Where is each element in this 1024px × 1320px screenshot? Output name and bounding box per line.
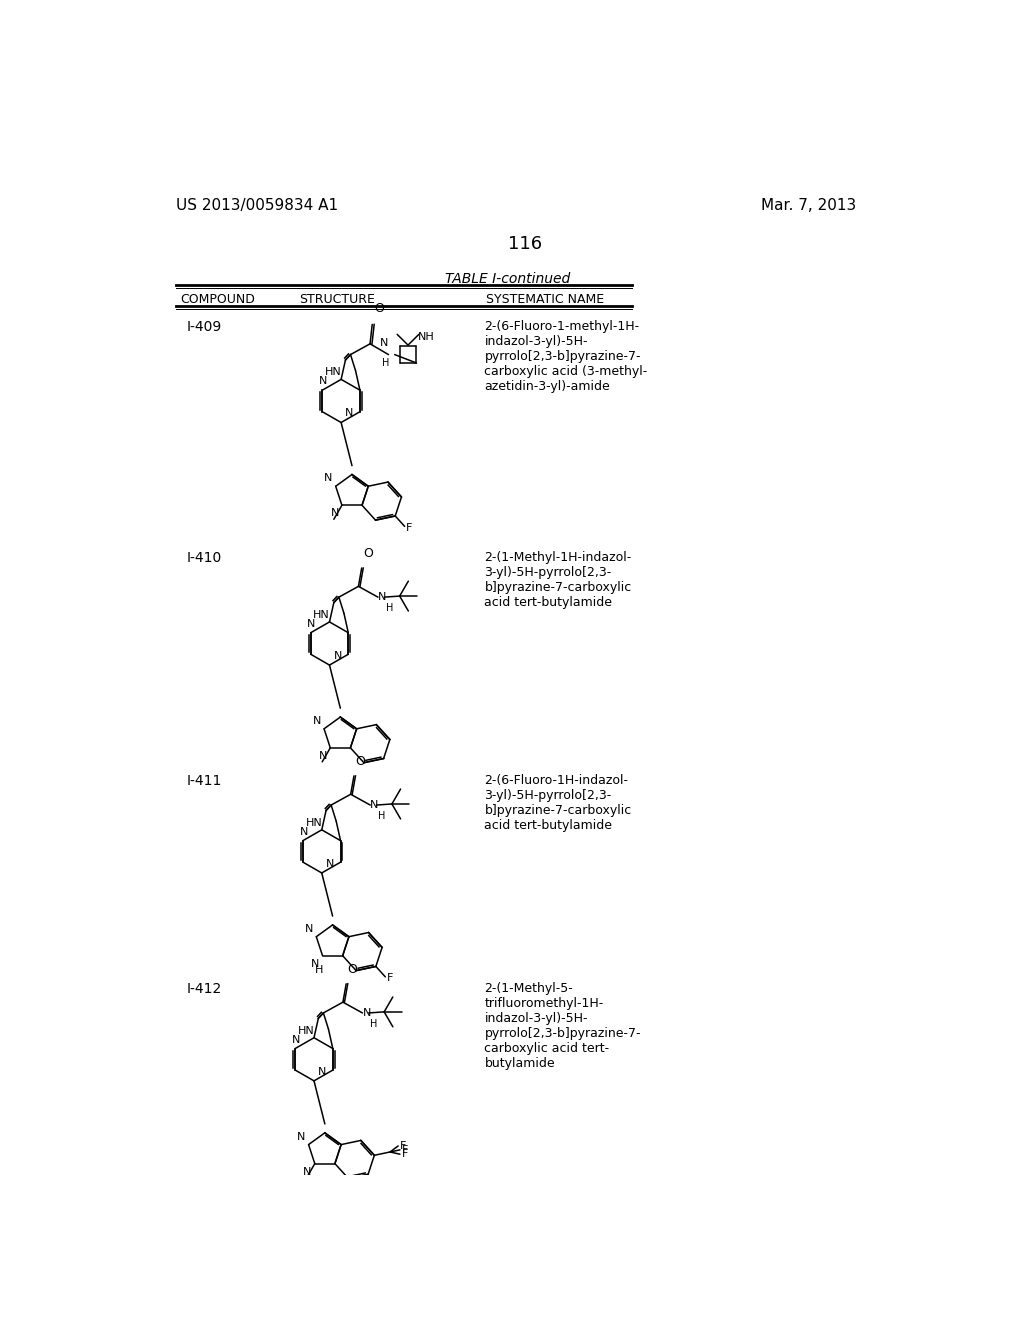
Text: HN: HN: [305, 818, 323, 828]
Text: 2-(1-Methyl-1H-indazol-
3-yl)-5H-pyrrolo[2,3-
b]pyrazine-7-carboxylic
acid tert-: 2-(1-Methyl-1H-indazol- 3-yl)-5H-pyrrolo…: [484, 552, 632, 609]
Text: N: N: [307, 619, 315, 628]
Text: N: N: [331, 508, 339, 519]
Text: H: H: [371, 1019, 378, 1030]
Text: 2-(6-Fluoro-1-methyl-1H-
indazol-3-yl)-5H-
pyrrolo[2,3-b]pyrazine-7-
carboxylic : 2-(6-Fluoro-1-methyl-1H- indazol-3-yl)-5…: [484, 321, 648, 393]
Text: F: F: [407, 523, 413, 533]
Text: N: N: [318, 1067, 327, 1077]
Text: N: N: [362, 1008, 371, 1018]
Text: N: N: [371, 800, 379, 810]
Text: N: N: [325, 473, 333, 483]
Text: N: N: [378, 593, 386, 602]
Text: F: F: [399, 1140, 407, 1151]
Text: HN: HN: [325, 367, 342, 378]
Text: COMPOUND: COMPOUND: [180, 293, 255, 306]
Text: N: N: [297, 1131, 305, 1142]
Text: N: N: [312, 715, 321, 726]
Text: O: O: [364, 548, 373, 560]
Text: HN: HN: [313, 610, 330, 620]
Text: N: N: [326, 859, 335, 869]
Text: F: F: [401, 1144, 408, 1155]
Text: N: N: [311, 958, 319, 969]
Text: N: N: [305, 924, 313, 933]
Text: F: F: [387, 973, 393, 983]
Text: NH: NH: [418, 333, 435, 342]
Text: I-412: I-412: [186, 982, 221, 997]
Text: I-410: I-410: [186, 552, 221, 565]
Text: H: H: [386, 603, 393, 614]
Text: SYSTEMATIC NAME: SYSTEMATIC NAME: [486, 293, 604, 306]
Text: Mar. 7, 2013: Mar. 7, 2013: [761, 198, 856, 214]
Text: H: H: [315, 965, 324, 975]
Text: 2-(6-Fluoro-1H-indazol-
3-yl)-5H-pyrrolo[2,3-
b]pyrazine-7-carboxylic
acid tert-: 2-(6-Fluoro-1H-indazol- 3-yl)-5H-pyrrolo…: [484, 775, 632, 833]
Text: TABLE I-continued: TABLE I-continued: [445, 272, 570, 286]
Text: N: N: [292, 1035, 300, 1044]
Text: O: O: [348, 964, 357, 977]
Text: N: N: [380, 338, 388, 348]
Text: STRUCTURE: STRUCTURE: [299, 293, 375, 306]
Text: 116: 116: [508, 235, 542, 253]
Text: H: H: [378, 812, 385, 821]
Text: N: N: [318, 751, 328, 760]
Text: F: F: [401, 1150, 408, 1159]
Text: 2-(1-Methyl-5-
trifluoromethyl-1H-
indazol-3-yl)-5H-
pyrrolo[2,3-b]pyrazine-7-
c: 2-(1-Methyl-5- trifluoromethyl-1H- indaz…: [484, 982, 641, 1071]
Text: HN: HN: [298, 1026, 314, 1036]
Text: N: N: [318, 376, 328, 387]
Text: H: H: [382, 358, 389, 368]
Text: N: N: [345, 408, 353, 418]
Text: O: O: [355, 755, 366, 768]
Text: I-409: I-409: [186, 321, 221, 334]
Text: US 2013/0059834 A1: US 2013/0059834 A1: [176, 198, 338, 214]
Text: N: N: [303, 1167, 311, 1176]
Text: N: N: [334, 651, 342, 661]
Text: O: O: [375, 302, 384, 315]
Text: N: N: [300, 826, 308, 837]
Text: I-411: I-411: [186, 775, 221, 788]
